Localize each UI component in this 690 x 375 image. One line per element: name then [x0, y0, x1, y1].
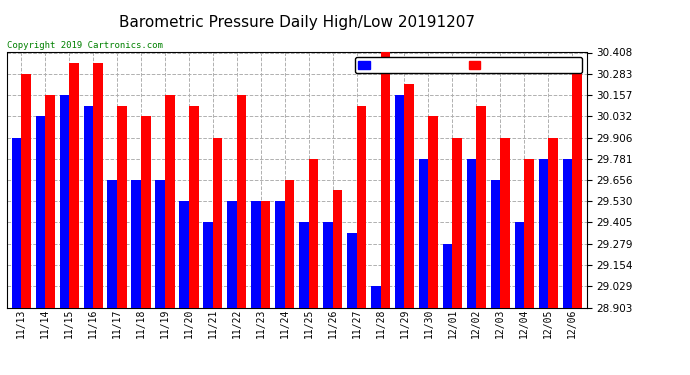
Bar [165, 95, 175, 308]
Bar [308, 159, 318, 308]
Bar [83, 106, 93, 308]
Bar [395, 95, 404, 308]
Bar [12, 138, 21, 308]
Bar [204, 222, 213, 308]
Bar [404, 84, 414, 308]
Text: Barometric Pressure Daily High/Low 20191207: Barometric Pressure Daily High/Low 20191… [119, 15, 475, 30]
Text: Copyright 2019 Cartronics.com: Copyright 2019 Cartronics.com [7, 41, 163, 50]
Bar [227, 201, 237, 308]
Bar [275, 201, 285, 308]
Bar [93, 63, 103, 308]
Bar [251, 201, 261, 308]
Bar [524, 159, 534, 308]
Bar [189, 106, 199, 308]
Bar [428, 116, 438, 308]
Bar [562, 159, 572, 308]
Bar [323, 222, 333, 308]
Bar [213, 138, 222, 308]
Bar [155, 180, 165, 308]
Bar [347, 233, 357, 308]
Bar [500, 138, 510, 308]
Bar [476, 106, 486, 308]
Bar [285, 180, 295, 308]
Bar [237, 95, 246, 308]
Bar [443, 244, 453, 308]
Bar [380, 53, 390, 308]
Bar [108, 180, 117, 308]
Bar [491, 180, 500, 308]
Bar [141, 116, 150, 308]
Bar [539, 159, 548, 308]
Bar [59, 95, 69, 308]
Bar [46, 95, 55, 308]
Bar [515, 222, 524, 308]
Bar [261, 201, 270, 308]
Bar [333, 190, 342, 308]
Bar [466, 159, 476, 308]
Bar [371, 286, 380, 308]
Bar [357, 106, 366, 308]
Bar [36, 116, 46, 308]
Bar [419, 159, 428, 308]
Bar [117, 106, 127, 308]
Bar [572, 74, 582, 308]
Legend: Low  (Inches/Hg), High  (Inches/Hg): Low (Inches/Hg), High (Inches/Hg) [355, 57, 582, 73]
Bar [131, 180, 141, 308]
Bar [299, 222, 308, 308]
Bar [453, 138, 462, 308]
Bar [21, 74, 31, 308]
Bar [69, 63, 79, 308]
Bar [548, 138, 558, 308]
Bar [179, 201, 189, 308]
